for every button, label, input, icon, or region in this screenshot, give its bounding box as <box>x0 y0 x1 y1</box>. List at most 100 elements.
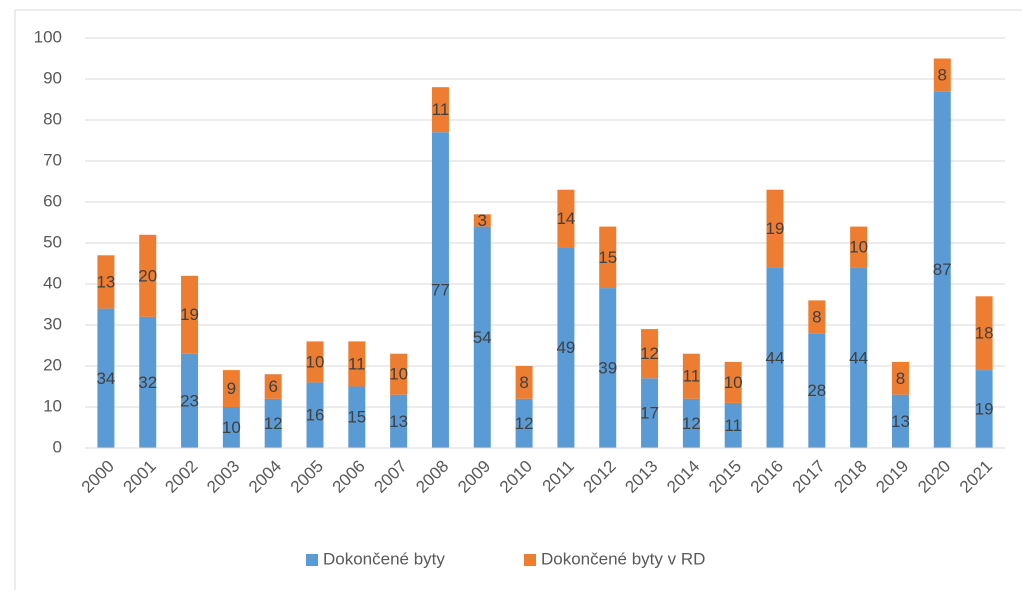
data-label: 13 <box>389 412 408 431</box>
x-tick-label: 2001 <box>120 457 160 497</box>
bar-segment <box>264 398 282 448</box>
bar-segment <box>431 132 449 449</box>
data-label: 12 <box>682 414 701 433</box>
bar-segment <box>933 58 951 92</box>
data-label: 12 <box>515 414 534 433</box>
legend-swatch <box>524 554 536 566</box>
bar-segment <box>724 402 742 448</box>
bar-segment <box>933 91 951 449</box>
data-label: 11 <box>432 100 450 119</box>
x-tick-label: 2016 <box>747 457 787 497</box>
data-label: 19 <box>975 400 994 419</box>
data-label: 44 <box>766 348 785 367</box>
y-tick-label: 80 <box>43 109 62 128</box>
data-label: 20 <box>138 266 157 285</box>
data-label: 8 <box>812 307 821 326</box>
bar-segment <box>264 374 282 399</box>
data-label: 49 <box>556 338 575 357</box>
data-label: 15 <box>598 248 617 267</box>
x-tick-label: 2000 <box>78 457 118 497</box>
y-tick-label: 100 <box>34 27 62 46</box>
y-tick-label: 10 <box>43 396 62 415</box>
legend-swatch <box>306 554 318 566</box>
bar-segment <box>641 378 659 448</box>
bar-segment <box>599 226 617 289</box>
data-label: 15 <box>347 408 366 427</box>
data-label: 3 <box>478 211 487 230</box>
x-tick-label: 2007 <box>370 457 410 497</box>
data-label: 8 <box>896 369 905 388</box>
bar-segment <box>181 353 199 448</box>
bar-segment <box>682 353 700 399</box>
y-tick-label: 20 <box>43 355 62 374</box>
bar-segment <box>348 386 366 448</box>
data-label: 39 <box>598 359 617 378</box>
data-label: 8 <box>519 373 528 392</box>
data-label: 12 <box>640 344 659 363</box>
data-label: 34 <box>96 369 115 388</box>
bar-segment <box>222 407 240 448</box>
bar-segment <box>515 366 533 399</box>
legend-label: Dokončené byty <box>323 549 445 568</box>
legend-label: Dokončené byty v RD <box>541 549 705 568</box>
x-tick-label: 2011 <box>539 457 578 496</box>
x-tick-label: 2010 <box>496 457 536 497</box>
bar-segment <box>641 329 659 379</box>
data-label: 19 <box>180 305 199 324</box>
bar-segment <box>891 394 909 448</box>
data-label: 10 <box>222 418 241 437</box>
data-label: 10 <box>724 373 743 392</box>
bar-segment <box>181 275 199 354</box>
data-label: 77 <box>431 281 450 300</box>
bar-segment <box>473 226 491 448</box>
data-label: 9 <box>227 379 236 398</box>
bar-segment <box>306 382 324 448</box>
data-label: 19 <box>766 219 785 238</box>
data-label: 13 <box>891 412 910 431</box>
x-tick-label: 2021 <box>956 457 996 497</box>
bar-segment <box>97 255 115 309</box>
y-tick-label: 50 <box>43 232 62 251</box>
y-tick-label: 30 <box>43 314 62 333</box>
bar-segment <box>975 370 993 448</box>
bar-segment <box>850 226 868 268</box>
bar-segment <box>390 394 408 448</box>
data-label: 8 <box>938 65 947 84</box>
data-label: 28 <box>807 381 826 400</box>
data-label: 11 <box>348 354 366 373</box>
x-tick-label: 2002 <box>161 457 201 497</box>
x-tick-label: 2012 <box>580 457 620 497</box>
y-tick-label: 0 <box>53 437 62 456</box>
x-tick-label: 2014 <box>663 457 703 497</box>
x-tick-label: 2013 <box>621 457 661 497</box>
bar-segment <box>682 398 700 448</box>
x-tick-label: 2005 <box>287 457 327 497</box>
data-label: 17 <box>640 404 659 423</box>
bar-segment <box>975 296 993 371</box>
y-tick-label: 70 <box>43 150 62 169</box>
y-tick-label: 40 <box>43 273 62 292</box>
bar-segment <box>766 189 784 268</box>
data-label: 6 <box>268 377 277 396</box>
data-label: 32 <box>138 373 157 392</box>
x-tick-label: 2017 <box>789 457 829 497</box>
bar-segment <box>222 370 240 407</box>
x-tick-label: 2018 <box>830 457 870 497</box>
x-tick-label: 2020 <box>914 457 954 497</box>
bar-segment <box>599 288 617 448</box>
data-label: 10 <box>849 238 868 257</box>
data-label: 10 <box>389 365 408 384</box>
x-tick-label: 2006 <box>329 457 369 497</box>
bar-segment <box>306 341 324 383</box>
data-label: 11 <box>683 367 701 386</box>
bar-segment <box>515 398 533 448</box>
y-tick-label: 60 <box>43 191 62 210</box>
data-label: 18 <box>975 324 994 343</box>
y-tick-label: 90 <box>43 68 62 87</box>
bar-segment <box>97 308 115 448</box>
data-label: 14 <box>556 209 575 228</box>
bar-segment <box>139 316 157 448</box>
data-label: 13 <box>96 272 115 291</box>
bar-segment <box>808 333 826 448</box>
